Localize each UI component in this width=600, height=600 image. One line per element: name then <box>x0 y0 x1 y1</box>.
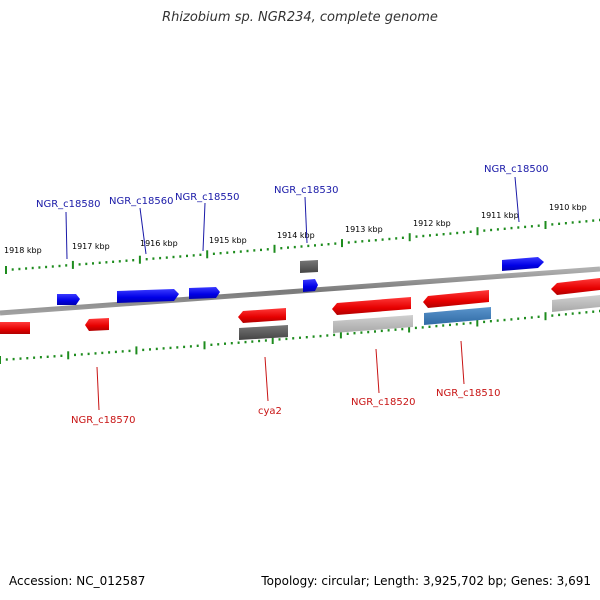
leader-NGR_c18530 <box>304 196 308 244</box>
rna-feature-cya2[interactable] <box>239 325 288 340</box>
gene-NGR_c18520[interactable] <box>332 297 411 315</box>
reverse-gene-labels: NGR_c18570 cya2 NGR_c18520 NGR_c18510 <box>71 388 501 426</box>
genome-title: Rhizobium sp. NGR234, complete genome <box>162 10 438 25</box>
leader-NGR_c18510 <box>460 340 465 385</box>
rna-feature-NGR_c18510[interactable] <box>424 307 491 325</box>
gene-NGR_c18510[interactable] <box>423 290 489 308</box>
gene-label[interactable]: NGR_c18550 <box>175 192 240 203</box>
leader-NGR_c18580 <box>65 211 68 260</box>
genome-backbone <box>0 266 600 316</box>
scale-label: 1913 kbp <box>345 225 383 234</box>
gene-NGR_c18530[interactable] <box>303 279 318 292</box>
gene-label[interactable]: NGR_c18560 <box>109 196 174 207</box>
reverse-rna-features <box>239 295 600 340</box>
leader-NGR_c18550 <box>202 202 206 252</box>
gene-right-edge[interactable] <box>551 278 600 295</box>
gene-NGR_c18580[interactable] <box>57 294 80 305</box>
leader-NGR_c18570 <box>96 366 100 411</box>
forward-genes <box>57 257 544 305</box>
scale-label: 1915 kbp <box>209 236 247 245</box>
gene-label[interactable]: NGR_c18580 <box>36 199 101 210</box>
gene-left-edge[interactable] <box>0 322 30 334</box>
gene-label[interactable]: NGR_c18510 <box>436 388 501 399</box>
scale-label: 1911 kbp <box>481 211 519 220</box>
reverse-label-leaders <box>96 340 465 411</box>
forward-label-leaders <box>65 176 520 260</box>
rna-feature-right-edge[interactable] <box>552 295 600 312</box>
gene-NGR_c18560[interactable] <box>117 289 179 303</box>
gene-NGR_c18550[interactable] <box>189 287 220 299</box>
rna-feature-forward[interactable] <box>300 260 318 273</box>
accession-label: Accession: NC_012587 <box>9 574 146 588</box>
reverse-genes <box>0 278 600 334</box>
forward-scale-ticks <box>5 218 600 274</box>
scale-label: 1918 kbp <box>4 246 42 255</box>
leader-NGR_c18560 <box>139 207 147 255</box>
gene-NGR_c18500[interactable] <box>502 257 544 271</box>
leader-NGR_c18500 <box>514 176 520 223</box>
gene-label[interactable]: NGR_c18500 <box>484 164 549 175</box>
gene-label[interactable]: NGR_c18530 <box>274 185 339 196</box>
gene-label[interactable]: cya2 <box>258 406 282 417</box>
reverse-scale-ticks <box>0 309 600 364</box>
scale-label: 1910 kbp <box>549 203 587 212</box>
rna-feature-NGR_c18520[interactable] <box>333 315 413 333</box>
leader-NGR_c18520 <box>375 348 380 394</box>
gene-label[interactable]: NGR_c18520 <box>351 397 416 408</box>
genome-summary: Topology: circular; Length: 3,925,702 bp… <box>261 574 591 588</box>
scale-label: 1916 kbp <box>140 239 178 248</box>
scale-label: 1912 kbp <box>413 219 451 228</box>
gene-label[interactable]: NGR_c18570 <box>71 415 136 426</box>
forward-gene-labels: NGR_c18580 NGR_c18560 NGR_c18550 NGR_c18… <box>36 164 549 210</box>
scale-label: 1914 kbp <box>277 231 315 240</box>
leader-cya2 <box>264 356 269 402</box>
scale-label: 1917 kbp <box>72 242 110 251</box>
scale-labels: 1918 kbp 1917 kbp 1916 kbp 1915 kbp 1914… <box>4 203 587 255</box>
gene-NGR_c18570[interactable] <box>85 318 109 331</box>
gene-cya2[interactable] <box>238 308 286 323</box>
